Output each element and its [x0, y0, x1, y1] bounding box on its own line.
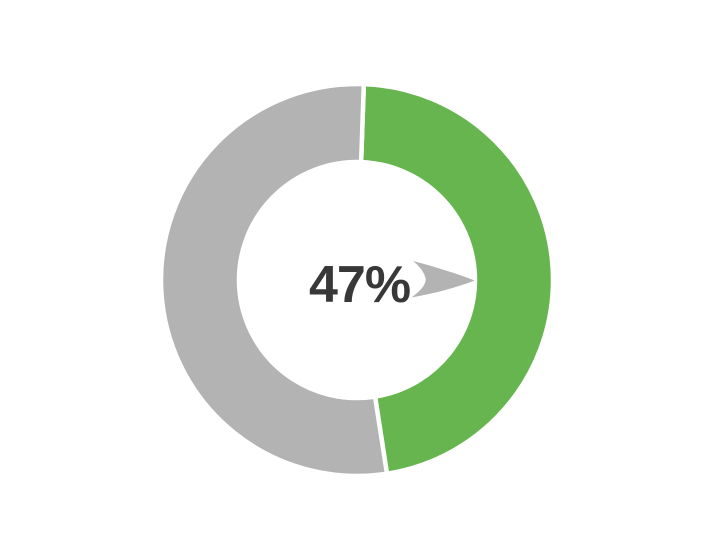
donut-segment-remainder: [158, 81, 390, 479]
chart-center-label: 47%: [309, 256, 411, 314]
arrow-right-icon: [411, 261, 475, 298]
donut-segment-value: [358, 81, 556, 477]
percentage-value: 47%: [309, 256, 411, 314]
